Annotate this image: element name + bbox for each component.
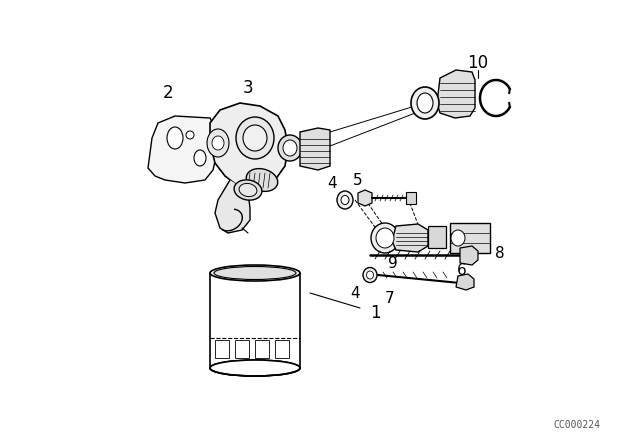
- Polygon shape: [456, 274, 474, 290]
- Ellipse shape: [210, 360, 300, 376]
- Bar: [255, 340, 269, 358]
- Ellipse shape: [194, 150, 206, 166]
- Ellipse shape: [212, 136, 224, 150]
- Text: 8: 8: [495, 246, 505, 260]
- Ellipse shape: [337, 191, 353, 209]
- Ellipse shape: [210, 360, 300, 376]
- Ellipse shape: [167, 127, 183, 149]
- Text: 1: 1: [370, 304, 380, 322]
- Text: 4: 4: [327, 176, 337, 190]
- Text: 4: 4: [350, 285, 360, 301]
- Ellipse shape: [371, 223, 399, 253]
- Text: 9: 9: [388, 255, 398, 271]
- Ellipse shape: [367, 271, 374, 279]
- Bar: [450, 223, 490, 253]
- Polygon shape: [358, 190, 372, 206]
- Polygon shape: [460, 246, 478, 265]
- Polygon shape: [437, 70, 475, 118]
- Polygon shape: [210, 103, 288, 188]
- Ellipse shape: [451, 230, 465, 246]
- Bar: [428, 226, 446, 248]
- Bar: [275, 340, 289, 358]
- Text: 3: 3: [243, 79, 253, 97]
- Text: 5: 5: [353, 172, 363, 188]
- Text: 7: 7: [385, 290, 395, 306]
- Text: 2: 2: [163, 84, 173, 102]
- Circle shape: [186, 131, 194, 139]
- Text: CC000224: CC000224: [553, 420, 600, 430]
- Ellipse shape: [207, 129, 229, 157]
- Text: 6: 6: [457, 263, 467, 277]
- Ellipse shape: [239, 183, 257, 197]
- Polygon shape: [300, 128, 330, 170]
- Polygon shape: [392, 224, 428, 252]
- Ellipse shape: [214, 267, 296, 280]
- Ellipse shape: [246, 168, 278, 191]
- Polygon shape: [148, 116, 218, 183]
- Ellipse shape: [417, 93, 433, 113]
- Ellipse shape: [411, 87, 439, 119]
- Ellipse shape: [376, 228, 394, 248]
- Bar: [235, 340, 249, 358]
- Ellipse shape: [283, 140, 297, 156]
- Ellipse shape: [243, 125, 267, 151]
- Text: 10: 10: [467, 54, 488, 72]
- Ellipse shape: [341, 195, 349, 204]
- Ellipse shape: [363, 267, 377, 283]
- Ellipse shape: [234, 180, 262, 200]
- Bar: [215, 340, 229, 358]
- Ellipse shape: [278, 135, 302, 161]
- Ellipse shape: [236, 117, 274, 159]
- Bar: [406, 192, 416, 204]
- Polygon shape: [215, 180, 250, 233]
- Ellipse shape: [210, 265, 300, 281]
